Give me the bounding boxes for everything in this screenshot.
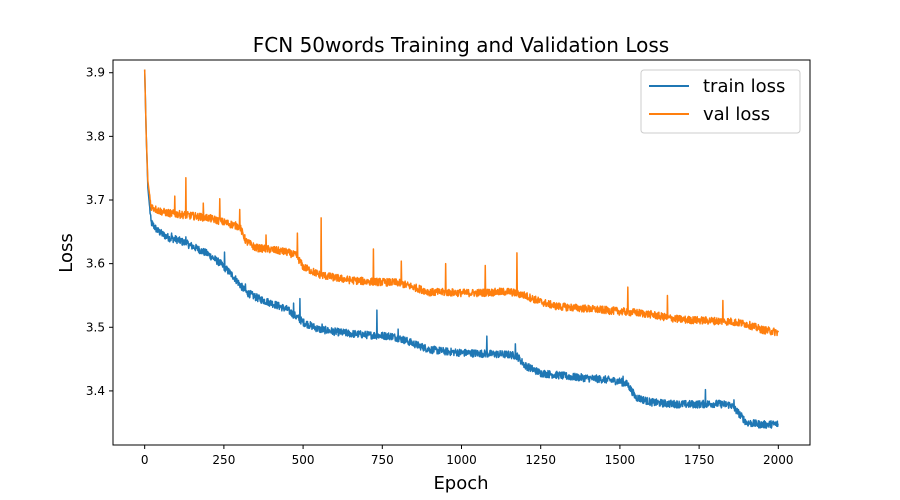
series-line-val-loss: [143, 69, 780, 337]
series-line-train-loss: [143, 69, 779, 429]
x-tick-label: 1500: [605, 453, 636, 467]
y-tick-label: 3.4: [86, 384, 105, 398]
y-axis: 3.4 3.5 3.6 3.7 3.8 3.9: [86, 66, 113, 398]
x-tick-label: 0: [141, 453, 149, 467]
legend-label-val: val loss: [703, 104, 770, 125]
x-axis-label: Epoch: [433, 473, 488, 494]
x-tick-label: 500: [292, 453, 315, 467]
y-tick-label: 3.5: [86, 320, 105, 334]
y-axis-label: Loss: [56, 233, 77, 272]
x-tick-label: 250: [212, 453, 235, 467]
legend: train loss val loss: [640, 69, 801, 134]
x-tick-label: 1250: [525, 453, 556, 467]
x-tick-label: 1750: [684, 453, 715, 467]
x-tick-label: 2000: [763, 453, 794, 467]
y-tick-label: 3.7: [86, 193, 105, 207]
chart-title: FCN 50words Training and Validation Loss: [253, 33, 669, 57]
x-tick-label: 1000: [446, 453, 477, 467]
y-tick-label: 3.9: [86, 66, 105, 80]
legend-label-train: train loss: [703, 76, 785, 97]
x-tick-label: 750: [371, 453, 394, 467]
x-axis: 0 250 500 750 1000 1250 1500 1750 2000: [141, 445, 794, 467]
y-tick-label: 3.6: [86, 257, 105, 271]
plot-lines: [143, 69, 780, 429]
y-tick-label: 3.8: [86, 129, 105, 143]
